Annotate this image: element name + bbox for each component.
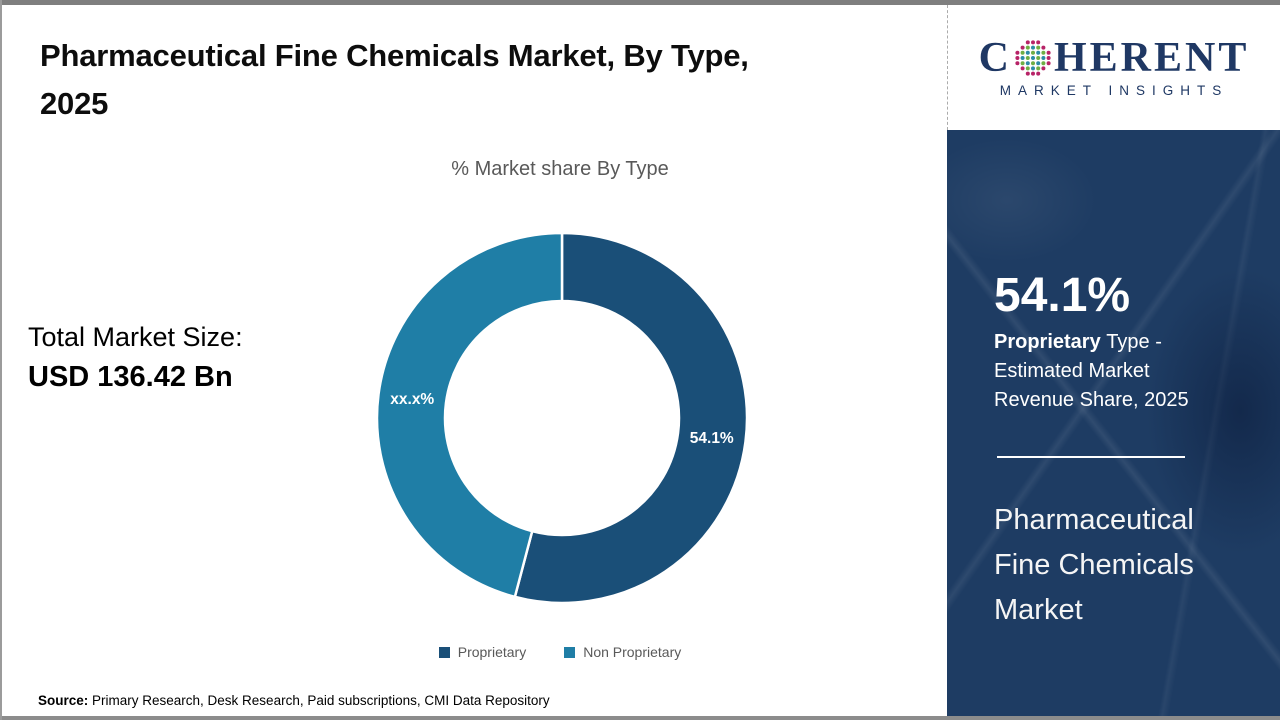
total-market-size-label: Total Market Size:: [28, 322, 243, 352]
page-title-line2: 2025: [40, 86, 109, 121]
market-name-line3: Market: [994, 594, 1083, 626]
source-note: Source: Primary Research, Desk Research,…: [38, 693, 550, 708]
market-name: Pharmaceutical Fine Chemicals Market: [994, 498, 1194, 633]
highlight-stat-line1-rest: Type -: [1100, 331, 1162, 353]
legend-item-proprietary: Proprietary: [438, 644, 527, 660]
brand-subtitle: MARKET INSIGHTS: [999, 83, 1229, 98]
legend-label-proprietary: Proprietary: [457, 644, 527, 660]
globe-dots-icon: [1015, 40, 1051, 76]
right-sidebar: C HERENT MARKET INSIGHTS 54.1% Proprieta…: [947, 5, 1280, 716]
highlight-stat-segment: Proprietary: [994, 331, 1101, 353]
left-border-strip: [0, 0, 2, 720]
brand-letter-c: C: [978, 35, 1012, 81]
brand-wordmark: C HERENT: [979, 37, 1250, 79]
market-name-line2: Fine Chemicals: [994, 549, 1194, 581]
donut-slice-label: xx.x%: [390, 391, 434, 408]
legend-swatch-proprietary: [438, 646, 450, 658]
top-border-strip: [0, 0, 1280, 5]
source-label: Source:: [38, 693, 89, 708]
bottom-border-strip: [0, 716, 1280, 720]
highlight-stat-description: Proprietary Type - Estimated Market Reve…: [994, 328, 1189, 415]
highlight-stat-line3: Revenue Share, 2025: [994, 389, 1189, 411]
brand-logo: C HERENT MARKET INSIGHTS: [947, 5, 1280, 130]
highlight-stat-value: 54.1%: [994, 269, 1131, 322]
donut-slice-label: 54.1%: [690, 430, 734, 447]
market-name-line1: Pharmaceutical: [994, 504, 1194, 536]
highlight-stat-line2: Estimated Market: [994, 360, 1150, 382]
page-title-line1: Pharmaceutical Fine Chemicals Market, By…: [40, 38, 749, 73]
donut-chart: 54.1% xx.x%: [374, 230, 750, 606]
donut-slice-proprietary: [513, 231, 749, 605]
donut-slice-non-proprietary: [375, 231, 564, 599]
panel-divider-line: [997, 456, 1185, 458]
total-market-size-block: Total Market Size: USD 136.42 Bn: [28, 322, 243, 394]
donut-chart-svg: 54.1% xx.x%: [375, 231, 749, 605]
page-title: Pharmaceutical Fine Chemicals Market, By…: [40, 32, 920, 128]
legend-item-non-proprietary: Non Proprietary: [564, 644, 681, 660]
highlight-panel: 54.1% Proprietary Type - Estimated Marke…: [947, 130, 1280, 716]
total-market-size-value: USD 136.42 Bn: [28, 361, 233, 393]
brand-letters-rest: HERENT: [1053, 35, 1250, 81]
source-text: Primary Research, Desk Research, Paid su…: [88, 693, 550, 708]
legend-swatch-non-proprietary: [564, 646, 576, 658]
chart-legend: Proprietary Non Proprietary: [340, 644, 780, 660]
chart-title: % Market share By Type: [451, 158, 669, 180]
legend-label-non-proprietary: Non Proprietary: [583, 644, 682, 660]
